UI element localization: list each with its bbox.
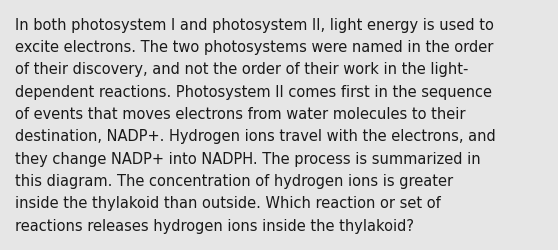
Text: dependent reactions. Photosystem II comes first in the sequence: dependent reactions. Photosystem II come… [15, 84, 492, 99]
Text: of events that moves electrons from water molecules to their: of events that moves electrons from wate… [15, 106, 465, 122]
Text: they change NADP+ into NADPH. The process is summarized in: they change NADP+ into NADPH. The proces… [15, 151, 480, 166]
Text: this diagram. The concentration of hydrogen ions is greater: this diagram. The concentration of hydro… [15, 173, 453, 188]
Text: reactions releases hydrogen ions inside the thylakoid?: reactions releases hydrogen ions inside … [15, 218, 414, 233]
Text: inside the thylakoid than outside. Which reaction or set of: inside the thylakoid than outside. Which… [15, 196, 441, 210]
Text: In both photosystem I and photosystem II, light energy is used to: In both photosystem I and photosystem II… [15, 18, 494, 32]
Text: of their discovery, and not the order of their work in the light-: of their discovery, and not the order of… [15, 62, 468, 77]
Text: destination, NADP+. Hydrogen ions travel with the electrons, and: destination, NADP+. Hydrogen ions travel… [15, 129, 496, 144]
Text: excite electrons. The two photosystems were named in the order: excite electrons. The two photosystems w… [15, 40, 493, 55]
